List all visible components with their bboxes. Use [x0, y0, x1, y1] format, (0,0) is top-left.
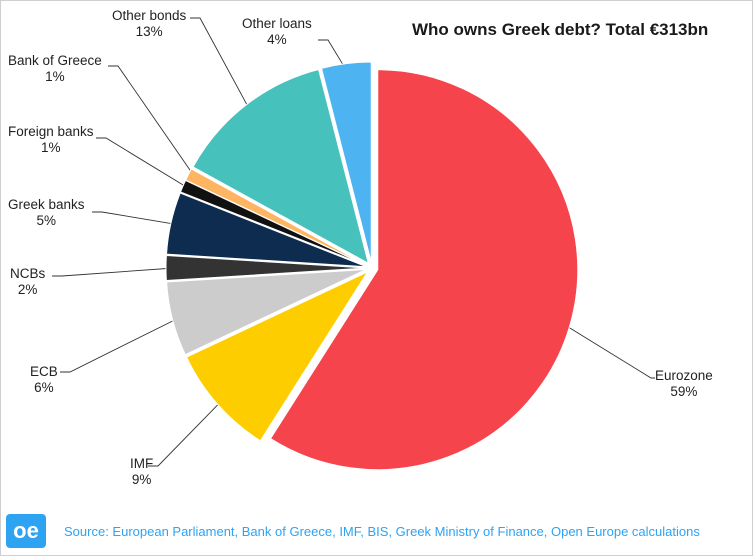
chart-title: Who owns Greek debt? Total €313bn [412, 20, 709, 39]
slice-value: 6% [34, 380, 54, 395]
slice-label-greek-banks: Greek banks 5% [8, 197, 85, 229]
slice-label-bank-of-greece: Bank of Greece 1% [8, 53, 102, 85]
pie-slice-ncbs [165, 254, 367, 282]
slice-value: 59% [670, 384, 698, 399]
leader-line [108, 65, 196, 179]
slice-name: ECB [30, 364, 58, 379]
slice-label-other-loans: Other loans 4% [242, 16, 312, 48]
slice-value: 2% [17, 282, 38, 297]
slice-name: NCBs [10, 266, 46, 281]
pie-slice-ecb [166, 268, 367, 356]
leader-line [52, 267, 175, 277]
slice-name: Other bonds [112, 8, 187, 23]
leader-line [96, 137, 191, 190]
slice-value: 9% [131, 472, 152, 487]
pie-slice-greek-banks [166, 192, 367, 268]
slice-label-imf: IMF 9% [130, 456, 153, 488]
slice-value: 4% [267, 32, 287, 47]
leader-lines [52, 17, 655, 467]
leader-line [60, 316, 181, 373]
slice-name: IMF [130, 456, 154, 471]
footer: oe Source: European Parliament, Bank of … [0, 508, 753, 556]
source-note: Source: European Parliament, Bank of Gre… [64, 524, 700, 539]
slice-label-foreign-banks: Foreign banks 1% [8, 124, 94, 156]
pie-slices [165, 61, 579, 471]
pie-slice-other-loans [320, 61, 372, 263]
pie-slice-bank-of-greece [185, 168, 367, 266]
leader-line [318, 39, 348, 72]
leader-line [148, 398, 224, 467]
slice-value: 13% [135, 24, 163, 39]
slice-name: Eurozone [655, 368, 713, 383]
slice-label-other-bonds: Other bonds 13% [112, 8, 186, 40]
slice-label-eurozone: Eurozone 59% [655, 368, 713, 400]
pie-slice-imf [185, 270, 369, 442]
slice-name: Foreign banks [8, 124, 94, 139]
slice-name: Other loans [242, 16, 312, 31]
open-europe-logo: oe [6, 514, 46, 548]
slice-value: 1% [41, 140, 61, 155]
slice-value: 1% [45, 69, 65, 84]
leader-line [561, 322, 655, 379]
slice-label-ecb: ECB 6% [30, 364, 58, 396]
leader-line [190, 17, 252, 112]
slice-value: 5% [36, 213, 57, 228]
slice-label-ncbs: NCBs 2% [10, 266, 45, 298]
slice-name: Greek banks [8, 197, 85, 212]
leader-line [92, 211, 179, 226]
pie-slice-other-bonds [192, 68, 370, 265]
pie-chart [52, 17, 655, 471]
pie-slice-eurozone [269, 69, 579, 471]
slice-name: Bank of Greece [8, 53, 102, 68]
